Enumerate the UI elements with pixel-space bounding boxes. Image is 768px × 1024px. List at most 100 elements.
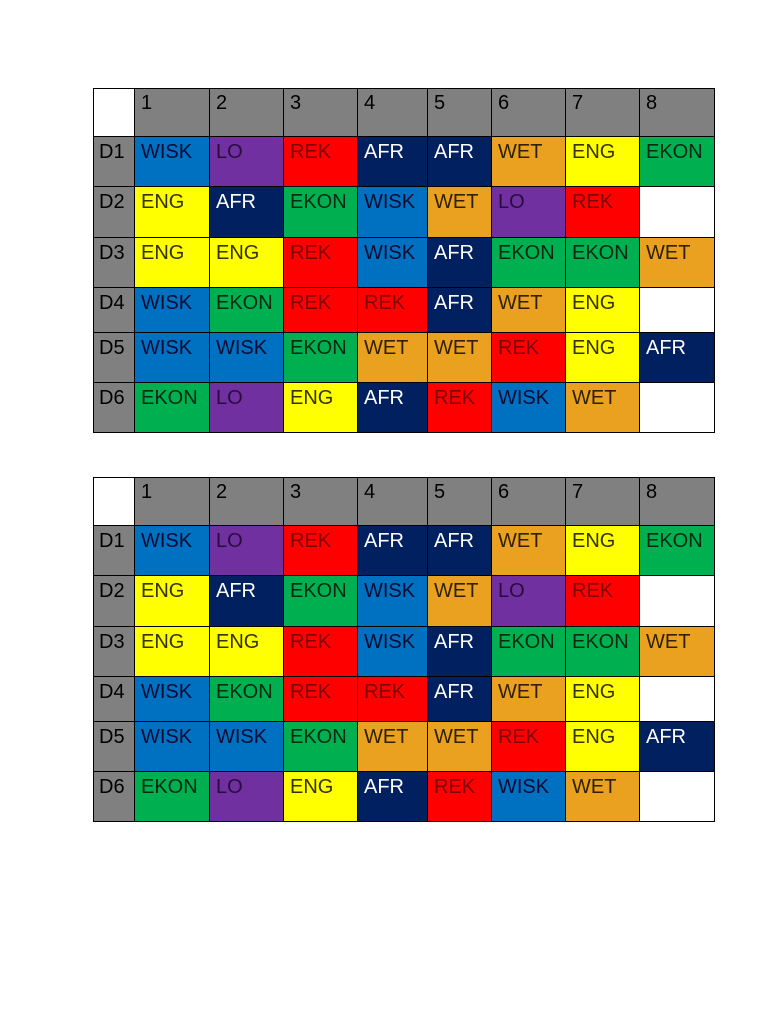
- subject-cell: EKON: [566, 238, 640, 288]
- subject-cell: WISK: [135, 526, 210, 576]
- subject-cell: LO: [210, 772, 284, 822]
- header-cell: 3: [284, 477, 358, 526]
- subject-cell: REK: [284, 238, 358, 288]
- subject-cell: AFR: [358, 526, 428, 576]
- subject-cell: WET: [428, 722, 492, 772]
- subject-cell: WISK: [210, 722, 284, 772]
- header-cell: 7: [566, 477, 640, 526]
- subject-cell: WET: [428, 333, 492, 383]
- subject-cell: REK: [284, 627, 358, 677]
- subject-cell: WET: [640, 238, 715, 288]
- header-cell: 8: [640, 88, 715, 137]
- row-label: D5: [93, 333, 135, 383]
- subject-cell: WET: [358, 722, 428, 772]
- subject-cell: REK: [284, 288, 358, 333]
- subject-cell: WET: [492, 137, 566, 187]
- header-cell: 3: [284, 88, 358, 137]
- subject-cell: REK: [284, 137, 358, 187]
- row-label: D3: [93, 627, 135, 677]
- subject-cell: WISK: [135, 288, 210, 333]
- subject-cell: ENG: [284, 383, 358, 433]
- row-label: D5: [93, 722, 135, 772]
- subject-cell: WISK: [135, 722, 210, 772]
- row-label: D4: [93, 288, 135, 333]
- header-cell: 7: [566, 88, 640, 137]
- subject-cell: WISK: [135, 677, 210, 722]
- header-cell: 6: [492, 477, 566, 526]
- subject-cell: WISK: [135, 333, 210, 383]
- header-cell: 2: [210, 477, 284, 526]
- subject-cell: EKON: [135, 383, 210, 433]
- row-label: D6: [93, 383, 135, 433]
- subject-cell: AFR: [428, 238, 492, 288]
- subject-cell: REK: [428, 772, 492, 822]
- subject-cell: EKON: [284, 333, 358, 383]
- subject-cell: EKON: [640, 526, 715, 576]
- subject-cell: REK: [358, 677, 428, 722]
- header-cell: 1: [135, 88, 210, 137]
- subject-cell: ENG: [566, 288, 640, 333]
- empty-cell: [640, 288, 715, 333]
- timetable: 1 2 3 4 5 6 7 8 D1 WISK LO REK AFR AFR WET ENG EKON D2 ENG…: [93, 477, 715, 822]
- subject-cell: AFR: [428, 677, 492, 722]
- subject-cell: WISK: [358, 627, 428, 677]
- subject-cell: WET: [358, 333, 428, 383]
- subject-cell: WISK: [358, 576, 428, 627]
- header-cell: 4: [358, 88, 428, 137]
- row-label: D1: [93, 137, 135, 187]
- subject-cell: AFR: [358, 772, 428, 822]
- subject-cell: WET: [492, 677, 566, 722]
- subject-cell: LO: [210, 383, 284, 433]
- header-cell: 5: [428, 477, 492, 526]
- subject-cell: WISK: [492, 383, 566, 433]
- corner-cell: [93, 477, 135, 526]
- header-cell: 5: [428, 88, 492, 137]
- subject-cell: EKON: [210, 288, 284, 333]
- row-label: D4: [93, 677, 135, 722]
- subject-cell: REK: [566, 576, 640, 627]
- timetable: 1 2 3 4 5 6 7 8 D1 WISK LO REK AFR AFR WET ENG EKON D2 ENG…: [93, 88, 715, 433]
- subject-cell: ENG: [566, 333, 640, 383]
- subject-cell: REK: [566, 187, 640, 238]
- subject-cell: ENG: [210, 627, 284, 677]
- subject-cell: EKON: [284, 722, 358, 772]
- subject-cell: LO: [492, 187, 566, 238]
- subject-cell: AFR: [210, 187, 284, 238]
- subject-cell: EKON: [284, 576, 358, 627]
- subject-cell: LO: [210, 526, 284, 576]
- subject-cell: AFR: [428, 137, 492, 187]
- subject-cell: EKON: [135, 772, 210, 822]
- subject-cell: WISK: [358, 238, 428, 288]
- subject-cell: ENG: [135, 576, 210, 627]
- subject-cell: ENG: [566, 526, 640, 576]
- subject-cell: AFR: [358, 383, 428, 433]
- empty-cell: [640, 187, 715, 238]
- header-cell: 1: [135, 477, 210, 526]
- subject-cell: WET: [566, 772, 640, 822]
- row-label: D6: [93, 772, 135, 822]
- subject-cell: WISK: [210, 333, 284, 383]
- subject-cell: AFR: [210, 576, 284, 627]
- row-label: D3: [93, 238, 135, 288]
- subject-cell: WET: [428, 576, 492, 627]
- header-cell: 4: [358, 477, 428, 526]
- subject-cell: REK: [492, 333, 566, 383]
- empty-cell: [640, 383, 715, 433]
- subject-cell: AFR: [358, 137, 428, 187]
- row-label: D1: [93, 526, 135, 576]
- subject-cell: EKON: [566, 627, 640, 677]
- subject-cell: ENG: [135, 187, 210, 238]
- subject-cell: AFR: [640, 722, 715, 772]
- subject-cell: WET: [492, 526, 566, 576]
- subject-cell: LO: [492, 576, 566, 627]
- subject-cell: ENG: [566, 137, 640, 187]
- subject-cell: AFR: [428, 627, 492, 677]
- empty-cell: [640, 576, 715, 627]
- header-cell: 8: [640, 477, 715, 526]
- subject-cell: REK: [428, 383, 492, 433]
- subject-cell: AFR: [640, 333, 715, 383]
- corner-cell: [93, 88, 135, 137]
- subject-cell: WISK: [135, 137, 210, 187]
- row-label: D2: [93, 187, 135, 238]
